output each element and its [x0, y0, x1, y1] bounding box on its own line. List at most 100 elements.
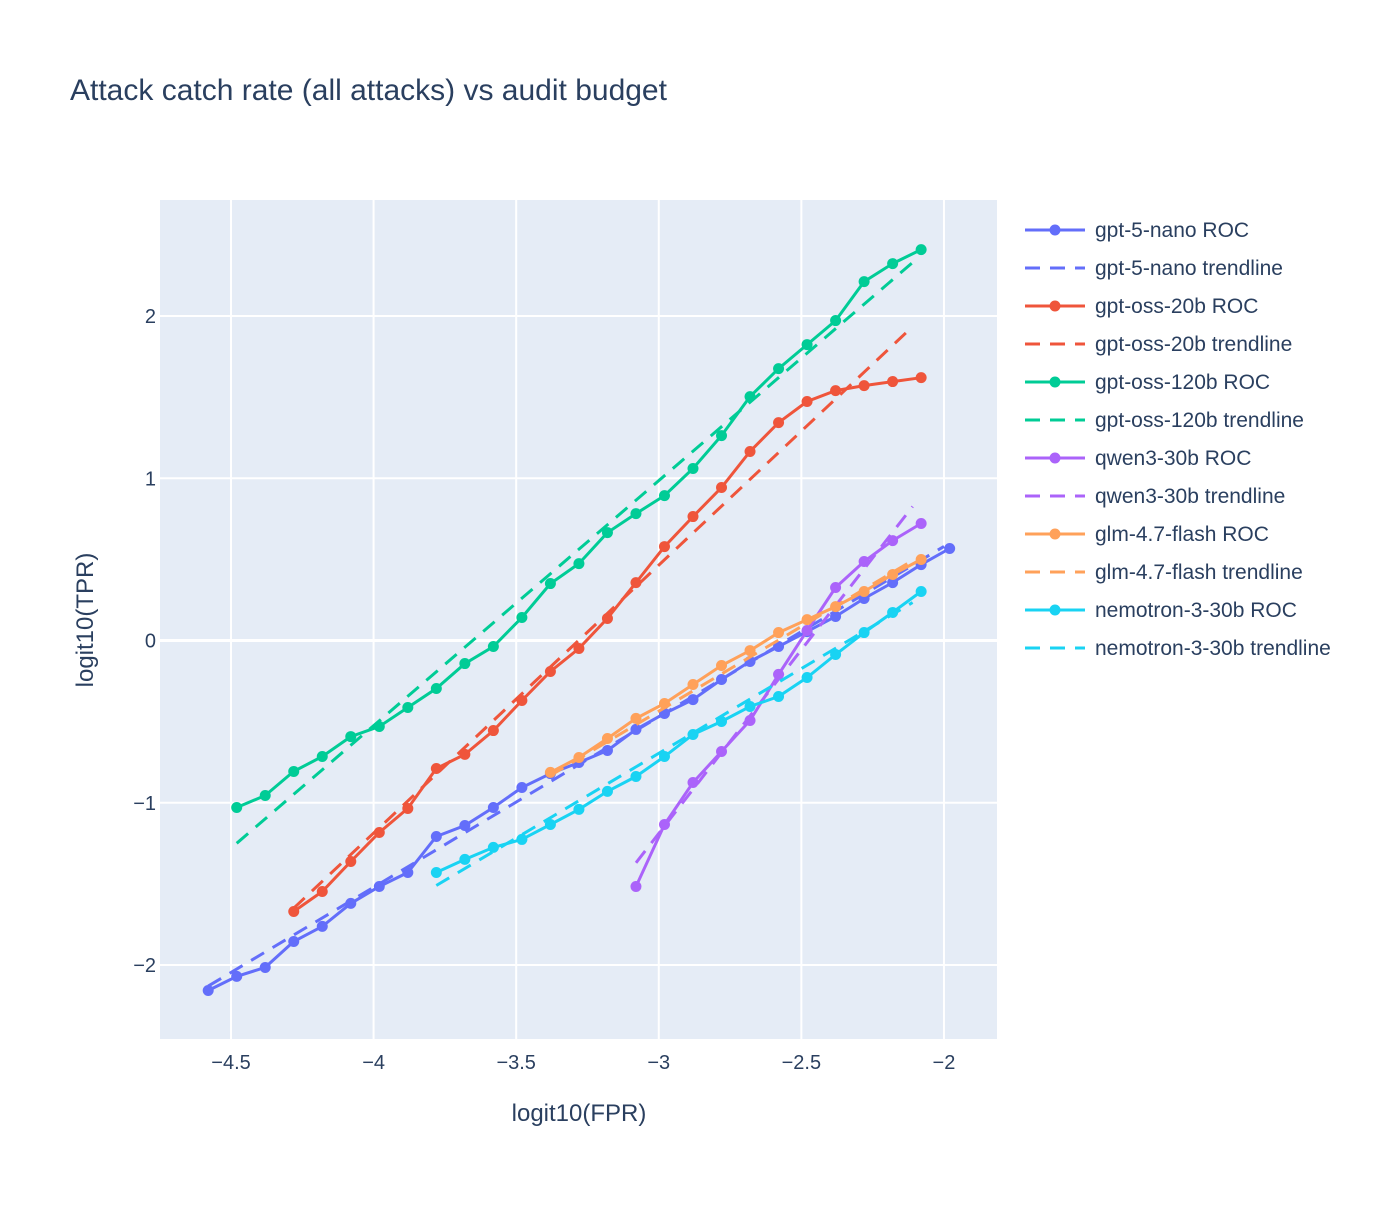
series-gpt-oss-20b-trendline — [292, 325, 914, 910]
legend-item[interactable]: gpt-oss-20b trendline — [1025, 333, 1292, 356]
data-point — [630, 577, 642, 589]
data-point — [487, 801, 499, 813]
legend-item[interactable]: nemotron-3-30b trendline — [1025, 637, 1331, 660]
trendline — [207, 545, 945, 988]
series-gpt-5-nano-trendline — [207, 545, 945, 988]
data-point — [658, 751, 670, 763]
data-point — [887, 258, 899, 270]
legend-marker — [1049, 452, 1061, 464]
legend-marker — [1049, 224, 1061, 236]
data-point — [830, 581, 842, 593]
legend-item[interactable]: gpt-oss-120b ROC — [1025, 371, 1270, 394]
legend-label: glm-4.7-flash trendline — [1095, 561, 1303, 584]
legend-label: glm-4.7-flash ROC — [1095, 523, 1269, 546]
legend-item[interactable]: gpt-oss-20b ROC — [1025, 295, 1258, 318]
data-point — [801, 396, 813, 408]
data-point — [430, 831, 442, 843]
data-point — [773, 417, 785, 429]
data-point — [915, 244, 927, 256]
data-point — [601, 733, 613, 745]
legend-item[interactable]: qwen3-30b ROC — [1025, 447, 1251, 470]
data-point — [288, 905, 300, 917]
trendline — [549, 559, 914, 777]
legend-label: qwen3-30b ROC — [1095, 447, 1251, 470]
legend-item[interactable]: gpt-5-nano ROC — [1025, 219, 1249, 242]
y-tick-label: 0 — [145, 631, 156, 653]
series-nemotron-3-30b-trendline — [435, 601, 914, 887]
y-tick-label: 1 — [145, 468, 156, 490]
trendline — [292, 325, 914, 910]
data-point — [516, 611, 528, 623]
data-point — [830, 648, 842, 660]
data-point — [573, 803, 585, 815]
legend-label: qwen3-30b trendline — [1095, 485, 1285, 508]
data-point — [601, 527, 613, 539]
data-point — [687, 511, 699, 523]
legend-marker — [1049, 604, 1061, 616]
data-point — [773, 627, 785, 639]
data-point — [801, 339, 813, 351]
data-point — [858, 276, 870, 288]
y-tick-label: −1 — [133, 793, 156, 815]
data-point — [316, 751, 328, 763]
legend-marker — [1049, 528, 1061, 540]
data-point — [915, 518, 927, 530]
data-point — [630, 880, 642, 892]
data-point — [288, 935, 300, 947]
x-tick-label: −2 — [933, 1052, 956, 1074]
data-point — [459, 658, 471, 670]
data-point — [773, 690, 785, 702]
data-point — [801, 672, 813, 684]
legend-label: gpt-5-nano ROC — [1095, 219, 1249, 242]
data-point — [202, 984, 214, 996]
data-point — [459, 853, 471, 865]
legend-label: gpt-5-nano trendline — [1095, 257, 1283, 280]
legend-item[interactable]: glm-4.7-flash trendline — [1025, 561, 1303, 584]
data-point — [744, 701, 756, 713]
data-point — [573, 558, 585, 570]
legend-marker — [1049, 376, 1061, 388]
data-point — [630, 723, 642, 735]
data-point — [915, 372, 927, 384]
y-tick-label: 2 — [145, 306, 156, 328]
data-point — [516, 833, 528, 845]
data-point — [716, 482, 728, 494]
data-point — [231, 970, 243, 982]
data-point — [687, 463, 699, 475]
legend-label: nemotron-3-30b trendline — [1095, 637, 1331, 660]
data-point — [430, 763, 442, 775]
legend-item[interactable]: glm-4.7-flash ROC — [1025, 523, 1269, 546]
legend-item[interactable]: nemotron-3-30b ROC — [1025, 599, 1297, 622]
legend-label: gpt-oss-20b ROC — [1095, 295, 1258, 318]
data-point — [887, 376, 899, 388]
legend-item[interactable]: qwen3-30b trendline — [1025, 485, 1285, 508]
data-point — [430, 683, 442, 695]
data-point — [516, 782, 528, 794]
data-point — [573, 642, 585, 654]
x-tick-label: −3.5 — [496, 1052, 535, 1074]
x-axis-label: logit10(FPR) — [512, 1100, 647, 1127]
legend-item[interactable]: gpt-5-nano trendline — [1025, 257, 1283, 280]
data-point — [402, 802, 414, 814]
data-point — [830, 385, 842, 397]
data-point — [544, 666, 556, 678]
data-point — [630, 770, 642, 782]
legend-label: gpt-oss-120b ROC — [1095, 371, 1270, 394]
data-point — [345, 731, 357, 743]
data-point — [601, 785, 613, 797]
data-point — [544, 819, 556, 831]
data-point — [858, 586, 870, 598]
data-point — [459, 819, 471, 831]
data-point — [887, 577, 899, 589]
data-point — [801, 624, 813, 636]
trendline — [634, 505, 914, 864]
data-point — [915, 586, 927, 598]
data-point — [544, 578, 556, 590]
series-gpt-oss-120b-roc — [231, 244, 927, 813]
data-point — [259, 789, 271, 801]
data-point — [716, 659, 728, 671]
legend-label: gpt-oss-20b trendline — [1095, 333, 1292, 356]
legend-item[interactable]: gpt-oss-120b trendline — [1025, 409, 1304, 432]
